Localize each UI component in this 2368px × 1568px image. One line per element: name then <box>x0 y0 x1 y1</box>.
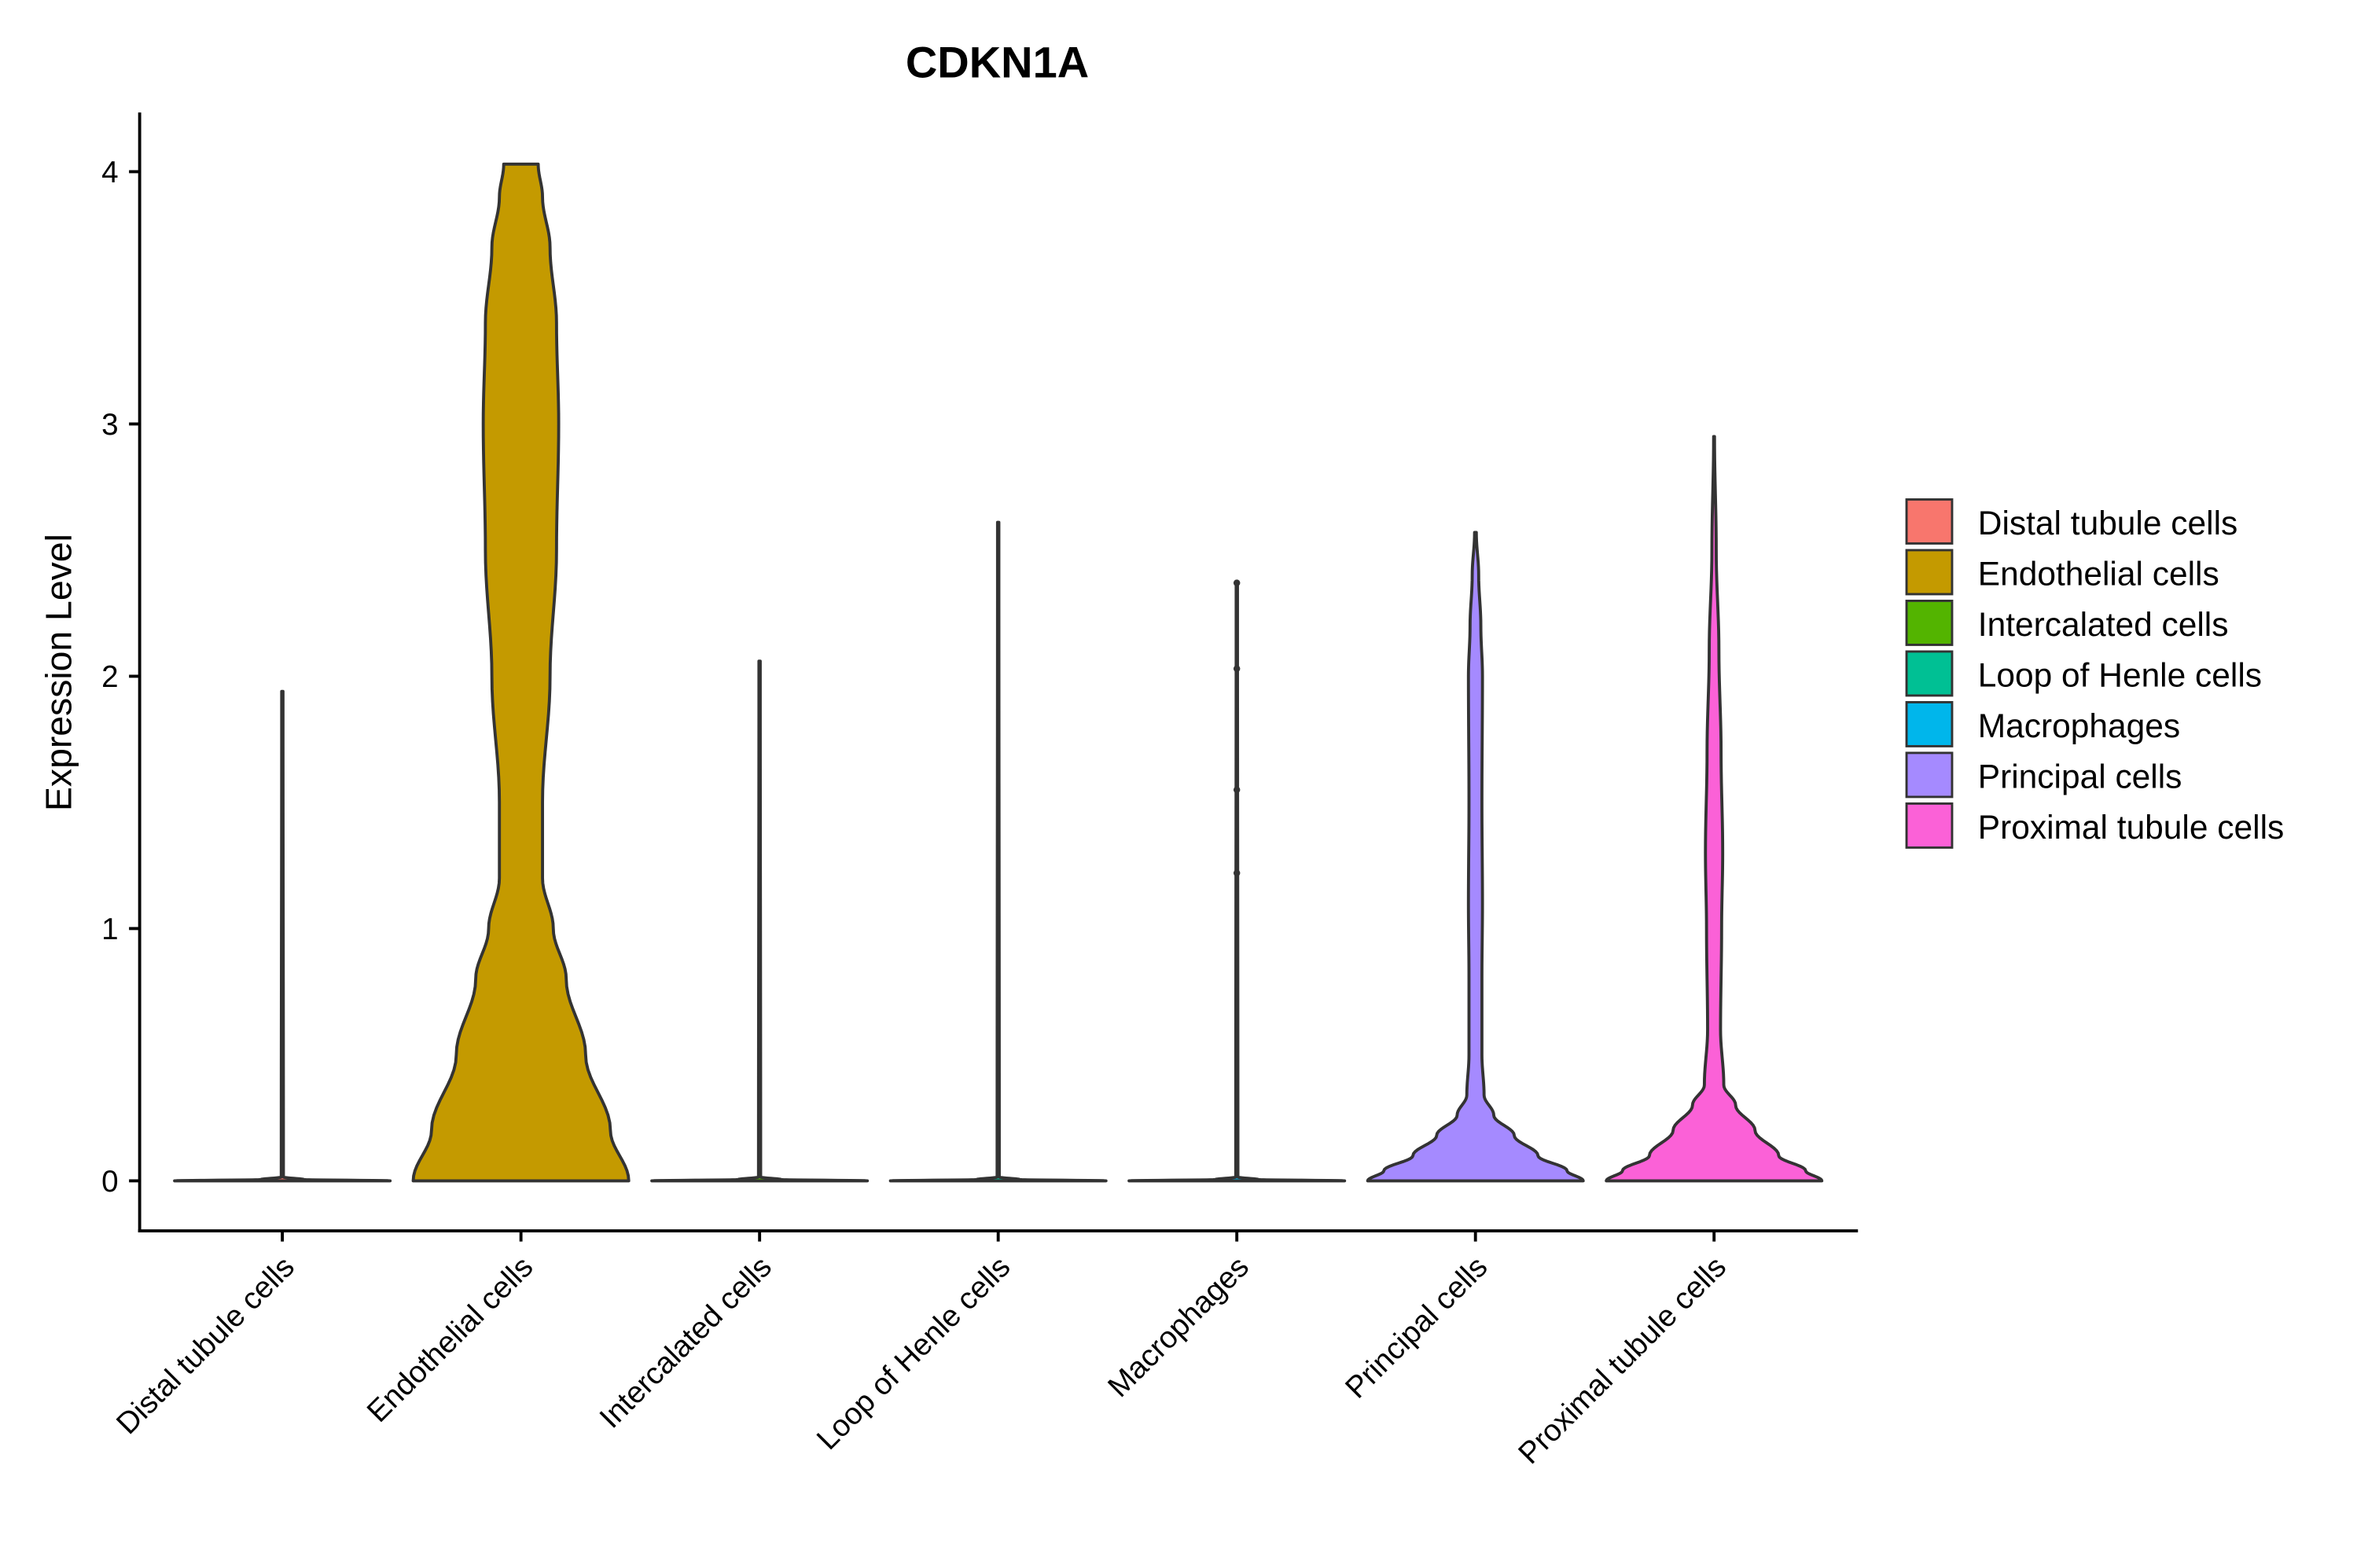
x-tick-label: Principal cells <box>1339 1250 1494 1405</box>
x-tick-label: Distal tubule cells <box>110 1250 301 1441</box>
legend-label: Distal tubule cells <box>1978 505 2237 542</box>
violin-distal-tubule-cells <box>173 689 392 1183</box>
y-tick-label: 3 <box>101 408 118 442</box>
legend-key <box>1905 700 1954 747</box>
x-tick-label: Macrophages <box>1101 1250 1256 1404</box>
legend-label: Intercalated cells <box>1978 606 2229 643</box>
legend-label: Loop of Henle cells <box>1978 656 2262 693</box>
data-point <box>1233 786 1241 794</box>
legend-key <box>1905 498 1954 545</box>
y-tick-label: 0 <box>101 1165 118 1199</box>
violin-endothelial-cells <box>411 162 631 1183</box>
x-tick-label: Proximal tubule cells <box>1512 1250 1733 1471</box>
legend-key <box>1905 549 1954 596</box>
legend-label: Endothelial cells <box>1978 555 2219 592</box>
legend-label: Proximal tubule cells <box>1978 809 2284 846</box>
x-tick-label: Loop of Henle cells <box>811 1250 1017 1456</box>
violin-loop-of-henle-cells <box>888 520 1108 1183</box>
chart-title: CDKN1A <box>906 38 1089 87</box>
y-axis-label: Expression Level <box>39 534 79 811</box>
legend-key <box>1905 650 1954 697</box>
data-point <box>1233 869 1241 877</box>
y-tick-label: 1 <box>101 913 118 946</box>
y-tick-label: 4 <box>101 156 118 189</box>
violin-macrophages <box>1127 581 1347 1183</box>
violin-principal-cells <box>1366 531 1585 1183</box>
x-tick-label: Intercalated cells <box>594 1250 778 1434</box>
legend-key <box>1905 600 1954 646</box>
legend-key <box>1905 802 1954 849</box>
violin-intercalated-cells <box>650 659 870 1183</box>
data-point <box>1233 579 1241 586</box>
legend-key <box>1905 751 1954 799</box>
y-tick-label: 2 <box>101 660 118 694</box>
legend-label: Principal cells <box>1978 758 2182 795</box>
data-point <box>1233 665 1241 673</box>
violin-proximal-tubule-cells <box>1605 435 1824 1183</box>
legend-label: Macrophages <box>1978 707 2180 744</box>
x-tick-label: Endothelial cells <box>361 1250 540 1429</box>
